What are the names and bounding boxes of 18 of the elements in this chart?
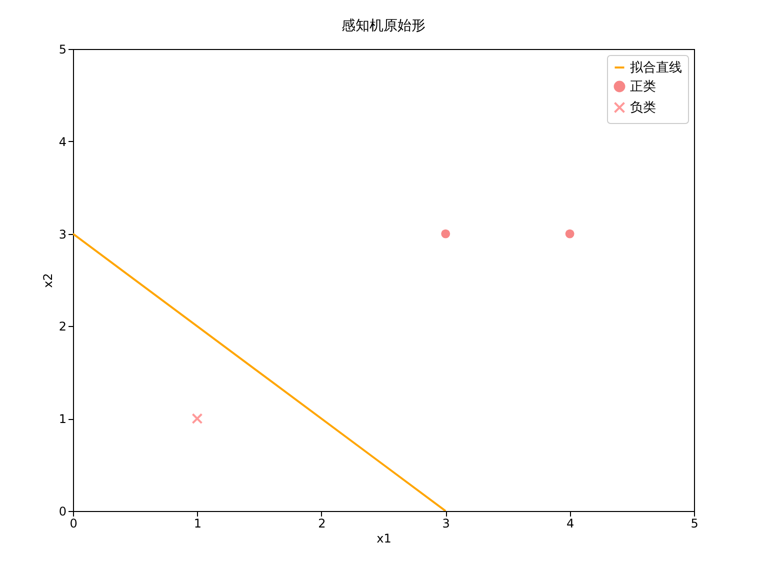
y-axis-title: x2 (40, 273, 55, 288)
x-tick-label: 0 (70, 516, 78, 530)
x-tick-label: 3 (442, 516, 450, 530)
y-tick-label: 5 (58, 42, 66, 56)
y-tick-label: 2 (58, 320, 66, 334)
y-tick-label: 0 (58, 504, 66, 518)
y-tick-label: 3 (58, 227, 66, 242)
x-tick-label: 5 (690, 516, 698, 530)
x-tick-label: 2 (318, 516, 326, 530)
legend-label: 正类 (630, 80, 656, 94)
y-tick-label: 1 (58, 412, 66, 426)
legend-label: 负类 (630, 100, 656, 116)
legend-label: 拟合直线 (630, 60, 682, 76)
chart-title: 感知机原始形 (342, 18, 426, 34)
x-tick-label: 1 (194, 516, 202, 530)
x-axis-title: x1 (376, 532, 392, 546)
x-tick-label: 4 (566, 516, 574, 530)
y-tick-label: 4 (58, 134, 66, 149)
